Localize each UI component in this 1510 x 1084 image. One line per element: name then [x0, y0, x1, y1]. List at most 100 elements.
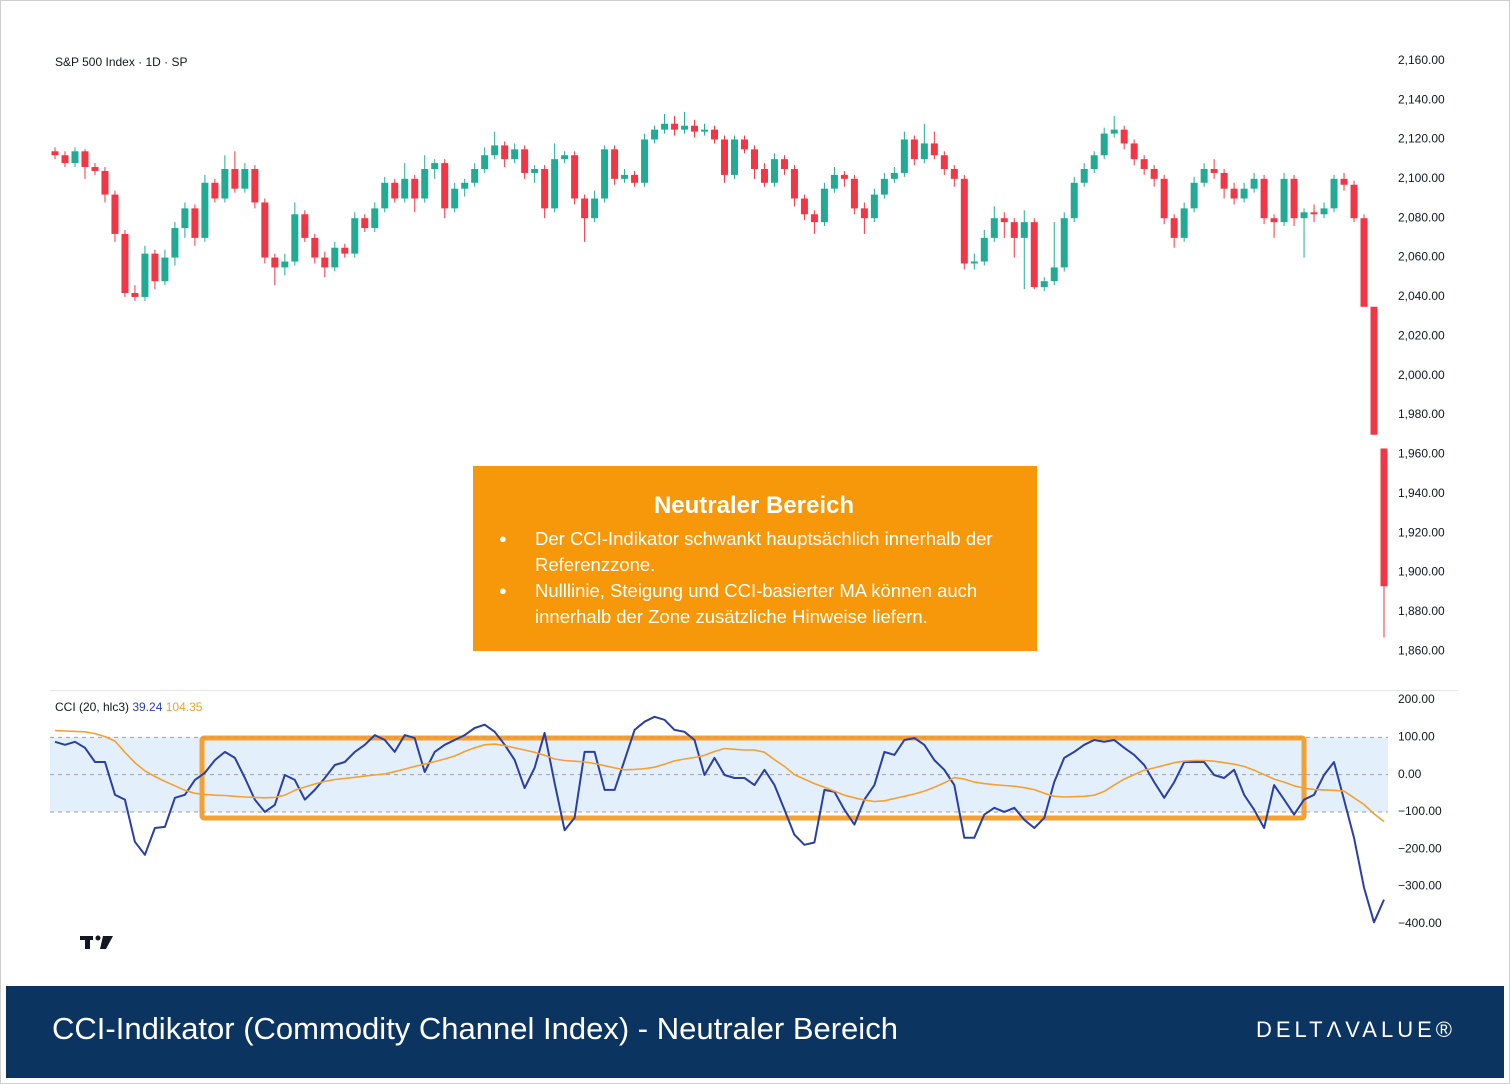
candle-body: [451, 188, 459, 209]
candle-body: [241, 169, 249, 189]
candle-body: [1260, 178, 1268, 219]
candle-body: [141, 253, 149, 297]
candle-body: [151, 253, 159, 282]
candle-body: [51, 151, 59, 156]
series-line: [54, 729, 1385, 823]
candle-body: [1250, 178, 1258, 189]
series-line: [54, 715, 1385, 924]
candle-body: [501, 145, 509, 160]
candle-body: [860, 208, 868, 219]
candle-body: [1090, 155, 1098, 169]
tradingview-logo: [80, 935, 113, 949]
annotation-box: Neutraler Bereich Der CCI-Indikator schw…: [473, 466, 1037, 651]
candle-body: [750, 149, 758, 169]
candle-body: [880, 178, 888, 195]
candle-body: [231, 169, 239, 189]
candle-body: [611, 149, 619, 179]
candle-body: [531, 169, 539, 173]
candle-body: [651, 129, 659, 140]
candle-body: [161, 257, 169, 282]
candle-body: [1310, 212, 1318, 215]
candle-body: [131, 293, 139, 297]
annotation-bullet: Der CCI-Indikator schwankt hauptsächlich…: [499, 526, 1007, 578]
candle-body: [1060, 218, 1068, 268]
candle-body: [770, 159, 778, 183]
ma-value: 104.35: [166, 700, 203, 714]
candle-body: [800, 198, 808, 215]
footer-logo: DELTΛVALUE®: [1256, 1017, 1456, 1042]
candle-body: [1330, 178, 1338, 209]
candle-body: [960, 178, 968, 264]
candle-body: [681, 125, 689, 130]
candle-body: [371, 208, 379, 229]
annotation-bullet: Nulllinie, Steigung und CCI-basierter MA…: [499, 578, 1007, 630]
candle-body: [631, 174, 639, 183]
candle-body: [281, 261, 289, 268]
candle-body: [1000, 218, 1008, 223]
y-tick-label: 2,160.00: [1398, 53, 1445, 67]
candle-body: [641, 139, 649, 183]
candle-body: [1370, 306, 1378, 435]
candle-body: [221, 169, 229, 199]
candle-body: [1200, 169, 1208, 183]
candle-body: [491, 145, 499, 156]
y-tick-label: 1,880.00: [1398, 604, 1445, 618]
candle-body: [1230, 188, 1238, 199]
candle-body: [820, 188, 828, 223]
candle-body: [720, 139, 728, 175]
y-tick-label: 2,040.00: [1398, 289, 1445, 303]
candle-body: [930, 143, 938, 156]
candle-body: [621, 174, 629, 179]
candle-body: [1040, 281, 1048, 288]
candle-body: [1070, 182, 1078, 219]
candle-body: [1020, 222, 1028, 238]
candle-body: [810, 214, 818, 223]
candle-body: [830, 174, 838, 189]
candle-body: [511, 149, 519, 160]
candle-body: [391, 182, 399, 199]
candle-body: [730, 139, 738, 175]
candle-body: [421, 169, 429, 199]
candle-body: [1240, 188, 1248, 199]
candle-body: [341, 247, 349, 254]
candle-body: [661, 123, 669, 130]
candle-body: [711, 129, 719, 140]
candle-body: [1120, 129, 1128, 144]
footer-title: CCI-Indikator (Commodity Channel Index) …: [52, 1011, 898, 1046]
candle-body: [181, 208, 189, 229]
candle-body: [401, 178, 409, 199]
candle-body: [1210, 169, 1218, 173]
indicator-title: CCI (20, hlc3): [55, 700, 129, 714]
candle-body: [251, 169, 259, 203]
cci-value: 39.24: [132, 700, 162, 714]
candle-body: [561, 155, 569, 160]
candle-body: [950, 169, 958, 179]
candle-body: [91, 167, 99, 171]
indicator-legend: CCI (20, hlc3) 39.24 104.35: [55, 700, 203, 714]
candle-body: [1300, 212, 1308, 219]
candle-body: [1180, 208, 1188, 238]
candle-body: [71, 151, 79, 164]
candle-body: [780, 159, 788, 169]
candle-body: [101, 170, 109, 195]
y-tick-label: 1,920.00: [1398, 525, 1445, 539]
y-tick-label: 200.00: [1398, 692, 1435, 706]
y-tick-label: −400.00: [1398, 916, 1442, 930]
candle-body: [701, 129, 709, 132]
candle-body: [171, 228, 179, 258]
y-tick-label: 2,020.00: [1398, 328, 1445, 342]
y-tick-label: −200.00: [1398, 841, 1442, 855]
candle-body: [1350, 184, 1358, 219]
y-tick-label: 2,140.00: [1398, 92, 1445, 106]
candle-body: [1340, 178, 1348, 185]
candle-body: [321, 257, 329, 268]
candle-body: [331, 247, 339, 268]
candle-body: [571, 155, 579, 199]
candle-body: [361, 218, 369, 229]
y-tick-label: 2,060.00: [1398, 250, 1445, 264]
candle-body: [431, 163, 439, 169]
candle-body: [81, 151, 89, 168]
candle-body: [301, 214, 309, 238]
candle-body: [351, 218, 359, 254]
